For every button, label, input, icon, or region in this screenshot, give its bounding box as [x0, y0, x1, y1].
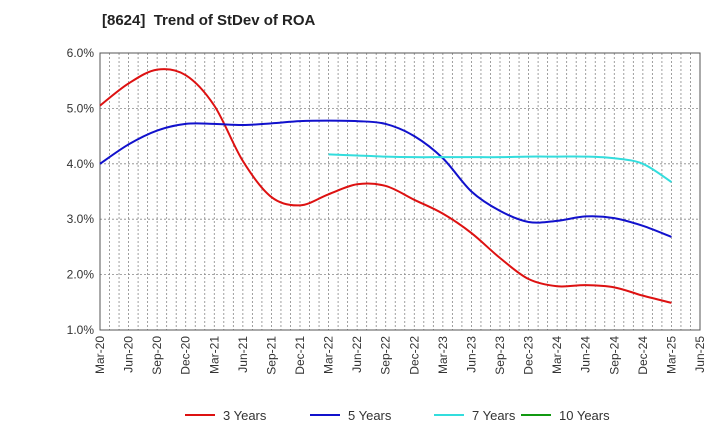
- series-line-3-years: [99, 68, 672, 304]
- x-tick-label: Sep-21: [264, 336, 278, 375]
- x-tick-label: Jun-22: [350, 336, 364, 373]
- y-tick-label: 5.0%: [67, 101, 95, 115]
- x-axis: Mar-20 Jun-20 Sep-20 Dec-20 Mar-21 Jun-21 Sep-…: [93, 336, 707, 375]
- series-line-5-years: [99, 119, 672, 238]
- legend: 3 Years 5 Years 7 Years 10 Years: [185, 408, 610, 423]
- x-tick-label: Jun-23: [464, 336, 478, 373]
- y-axis: 1.0% 2.0% 3.0% 4.0% 5.0% 6.0%: [67, 46, 95, 337]
- y-tick-label: 3.0%: [67, 212, 95, 226]
- legend-label: 3 Years: [223, 408, 267, 423]
- x-tick-label: Mar-24: [550, 336, 564, 374]
- x-tick-label: Mar-20: [93, 336, 107, 374]
- x-tick-label: Jun-20: [122, 336, 136, 373]
- x-tick-label: Sep-24: [607, 336, 621, 375]
- legend-label: 10 Years: [559, 408, 610, 423]
- x-tick-label: Dec-20: [179, 336, 193, 375]
- y-tick-label: 4.0%: [67, 157, 95, 171]
- x-tick-label: Jun-25: [693, 336, 707, 373]
- x-tick-label: Dec-22: [407, 336, 421, 375]
- x-tick-label: Mar-23: [436, 336, 450, 374]
- y-tick-label: 2.0%: [67, 268, 95, 282]
- x-tick-label: Jun-24: [579, 336, 593, 373]
- x-tick-label: Mar-21: [207, 336, 221, 374]
- y-tick-label: 6.0%: [67, 46, 95, 60]
- x-tick-label: Sep-23: [493, 336, 507, 375]
- x-tick-label: Sep-22: [379, 336, 393, 375]
- legend-label: 5 Years: [348, 408, 392, 423]
- plot-frame: [99, 52, 701, 331]
- series-line-7-years: [328, 153, 672, 183]
- x-tick-label: Dec-21: [293, 336, 307, 375]
- x-tick-label: Mar-25: [664, 336, 678, 374]
- series-lines: [99, 68, 672, 304]
- chart-title: [8624] Trend of StDev of ROA: [102, 12, 316, 29]
- x-tick-label: Mar-22: [322, 336, 336, 374]
- x-tick-label: Jun-21: [236, 336, 250, 373]
- legend-label: 7 Years: [472, 408, 516, 423]
- x-tick-label: Sep-20: [150, 336, 164, 375]
- x-tick-label: Dec-24: [636, 336, 650, 375]
- y-tick-label: 1.0%: [67, 323, 95, 337]
- x-tick-label: Dec-23: [522, 336, 536, 375]
